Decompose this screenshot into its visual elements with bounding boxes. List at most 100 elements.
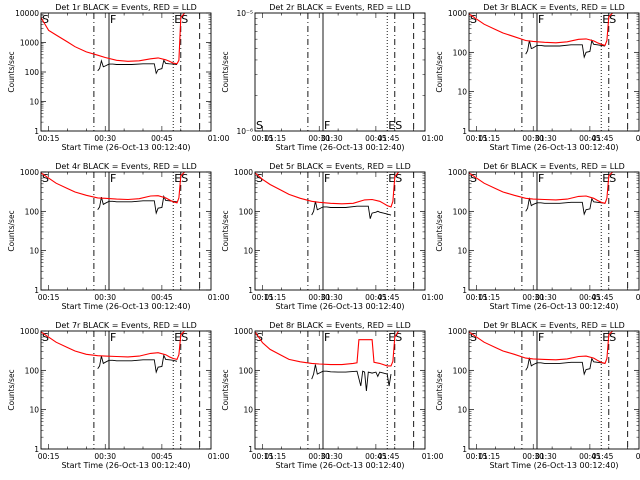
event-marker-label: E bbox=[174, 172, 181, 185]
event-marker-label: S bbox=[395, 119, 402, 132]
y-tick-label: 1000 bbox=[448, 327, 467, 336]
x-tick-label: 00:30 bbox=[94, 293, 116, 302]
event-marker-label: S bbox=[609, 331, 616, 344]
plot-frame bbox=[40, 12, 212, 132]
event-marker-label: S bbox=[609, 13, 616, 26]
y-axis-label: Counts/sec bbox=[7, 51, 16, 92]
x-tick-label: 00:30 bbox=[308, 134, 330, 143]
event-marker-label: F bbox=[324, 331, 330, 344]
x-tick-label: 01:30 bbox=[321, 134, 343, 143]
x-tick-label: 01:00 bbox=[422, 134, 444, 143]
x-tick-label: 01:15 bbox=[478, 134, 500, 143]
series-line-events bbox=[97, 353, 178, 374]
event-marker-label: E bbox=[602, 172, 609, 185]
y-axis-label: Counts/sec bbox=[221, 369, 230, 410]
x-tick-label: 00:45 bbox=[365, 134, 387, 143]
series-line-events bbox=[525, 357, 606, 376]
series-line-events bbox=[525, 197, 606, 216]
y-tick-label: 100 bbox=[453, 207, 468, 216]
series-line-events bbox=[97, 194, 178, 215]
event-marker-label: E bbox=[174, 331, 181, 344]
x-tick-label: 00:30 bbox=[94, 452, 116, 461]
event-marker-label: S bbox=[42, 172, 49, 185]
series-group bbox=[41, 331, 185, 374]
y-tick-label: 1000 bbox=[448, 9, 467, 18]
event-marker-label: S bbox=[181, 331, 188, 344]
panel-det-5: Det 5r BLACK = Events, RED = LLD11010010… bbox=[221, 162, 614, 311]
event-marker-label: S bbox=[256, 172, 263, 185]
panel-title: Det 9r BLACK = Events, RED = LLD bbox=[483, 321, 625, 330]
y-tick-label: 1000 bbox=[448, 168, 467, 177]
series-group bbox=[41, 172, 185, 215]
y-axis-label: Counts/sec bbox=[221, 51, 230, 92]
y-tick-label: 10 bbox=[29, 406, 39, 415]
event-marker-label: E bbox=[602, 13, 609, 26]
x-axis-label: Start Time (26-Oct-13 00:12:40) bbox=[489, 302, 618, 311]
y-tick-label: 100 bbox=[453, 366, 468, 375]
event-marker-label: F bbox=[538, 13, 544, 26]
y-tick-label: 100 bbox=[453, 48, 468, 57]
event-marker-label: F bbox=[110, 13, 116, 26]
x-axis-label: Start Time (26-Oct-13 00:12:40) bbox=[275, 143, 404, 152]
x-tick-label: 00:15 bbox=[466, 293, 488, 302]
event-marker-label: F bbox=[110, 331, 116, 344]
x-tick-label: 00:15 bbox=[466, 134, 488, 143]
y-tick-label: 10 bbox=[457, 406, 467, 415]
panel-det-3: Det 3r BLACK = Events, RED = LLD 1 10 100 10… bbox=[435, 3, 640, 152]
y-tick-label: 1 bbox=[462, 286, 467, 295]
y-tick-label: 1 bbox=[462, 127, 467, 136]
panel-det-4: Det 4r BLACK = Events, RED = LLD11010010… bbox=[7, 162, 400, 311]
event-marker-label: F bbox=[110, 172, 116, 185]
x-tick-label: 00:45 bbox=[579, 452, 601, 461]
y-tick-label: 1 bbox=[34, 286, 39, 295]
y-axis-label: Counts/sec bbox=[435, 369, 444, 410]
event-marker-label: S bbox=[42, 331, 49, 344]
panel-det-8: Det 8r BLACK = Events, RED = LLD11010010… bbox=[221, 321, 614, 470]
x-tick-label: 00:45 bbox=[365, 293, 387, 302]
y-tick-label: 10 bbox=[243, 247, 253, 256]
plot-frame bbox=[468, 330, 640, 450]
y-tick-label: 100 bbox=[239, 207, 254, 216]
x-tick-label: 01:45 bbox=[592, 452, 614, 461]
y-tick-label: 100 bbox=[25, 68, 40, 77]
event-marker-label: S bbox=[470, 172, 477, 185]
y-axis-label: Counts/sec bbox=[435, 210, 444, 251]
series-line-lld bbox=[41, 13, 186, 65]
x-tick-label: 00:15 bbox=[38, 134, 60, 143]
series-line-lld bbox=[469, 172, 613, 204]
panel-det-2: Det 2r BLACK = Events, RED = LLD 10⁻⁶ 10⁻⁵… bbox=[221, 3, 614, 152]
x-axis-label: Start Time (26-Oct-13 00:12:40) bbox=[61, 143, 190, 152]
x-tick-label: 01:00 bbox=[208, 134, 230, 143]
series-line-lld bbox=[41, 331, 185, 361]
series-line-lld bbox=[255, 331, 400, 367]
event-marker-label: F bbox=[324, 172, 330, 185]
x-tick-label: 00:45 bbox=[151, 293, 173, 302]
plot-frame bbox=[254, 12, 426, 132]
panel-title: Det 3r BLACK = Events, RED = LLD bbox=[483, 3, 625, 12]
event-marker-label: F bbox=[538, 331, 544, 344]
x-tick-label: 01:45 bbox=[592, 293, 614, 302]
panel-title: Det 8r BLACK = Events, RED = LLD bbox=[269, 321, 411, 330]
panel-det-9: Det 9r BLACK = Events, RED = LLD 1 10 100 10… bbox=[435, 321, 640, 470]
x-tick-label: 01:45 bbox=[378, 134, 400, 143]
x-tick-label: 00:30 bbox=[94, 134, 116, 143]
event-marker-label: E bbox=[388, 119, 395, 132]
series-group bbox=[469, 331, 613, 376]
series-group bbox=[255, 172, 400, 219]
y-tick-label: 10 bbox=[457, 247, 467, 256]
event-marker-label: S bbox=[181, 13, 188, 26]
panel-title: Det 2r BLACK = Events, RED = LLD bbox=[269, 3, 411, 12]
panel-title: Det 7r BLACK = Events, RED = LLD bbox=[55, 321, 197, 330]
panel-det-1: Det 1r BLACK = Events, RED = LLD 1 10 100 10… bbox=[7, 3, 400, 152]
x-tick-label: 01:15 bbox=[478, 293, 500, 302]
y-tick-label: 10⁻⁶ bbox=[236, 127, 253, 136]
x-tick-label: 00:15 bbox=[252, 134, 274, 143]
x-tick-label: 01:00 bbox=[636, 293, 640, 302]
event-marker-label: S bbox=[395, 331, 402, 344]
x-tick-label: 01:15 bbox=[478, 452, 500, 461]
x-tick-label: 01:00 bbox=[422, 293, 444, 302]
y-tick-label: 1000 bbox=[234, 327, 253, 336]
x-tick-label: 01:30 bbox=[321, 293, 343, 302]
event-marker-label: S bbox=[395, 172, 402, 185]
